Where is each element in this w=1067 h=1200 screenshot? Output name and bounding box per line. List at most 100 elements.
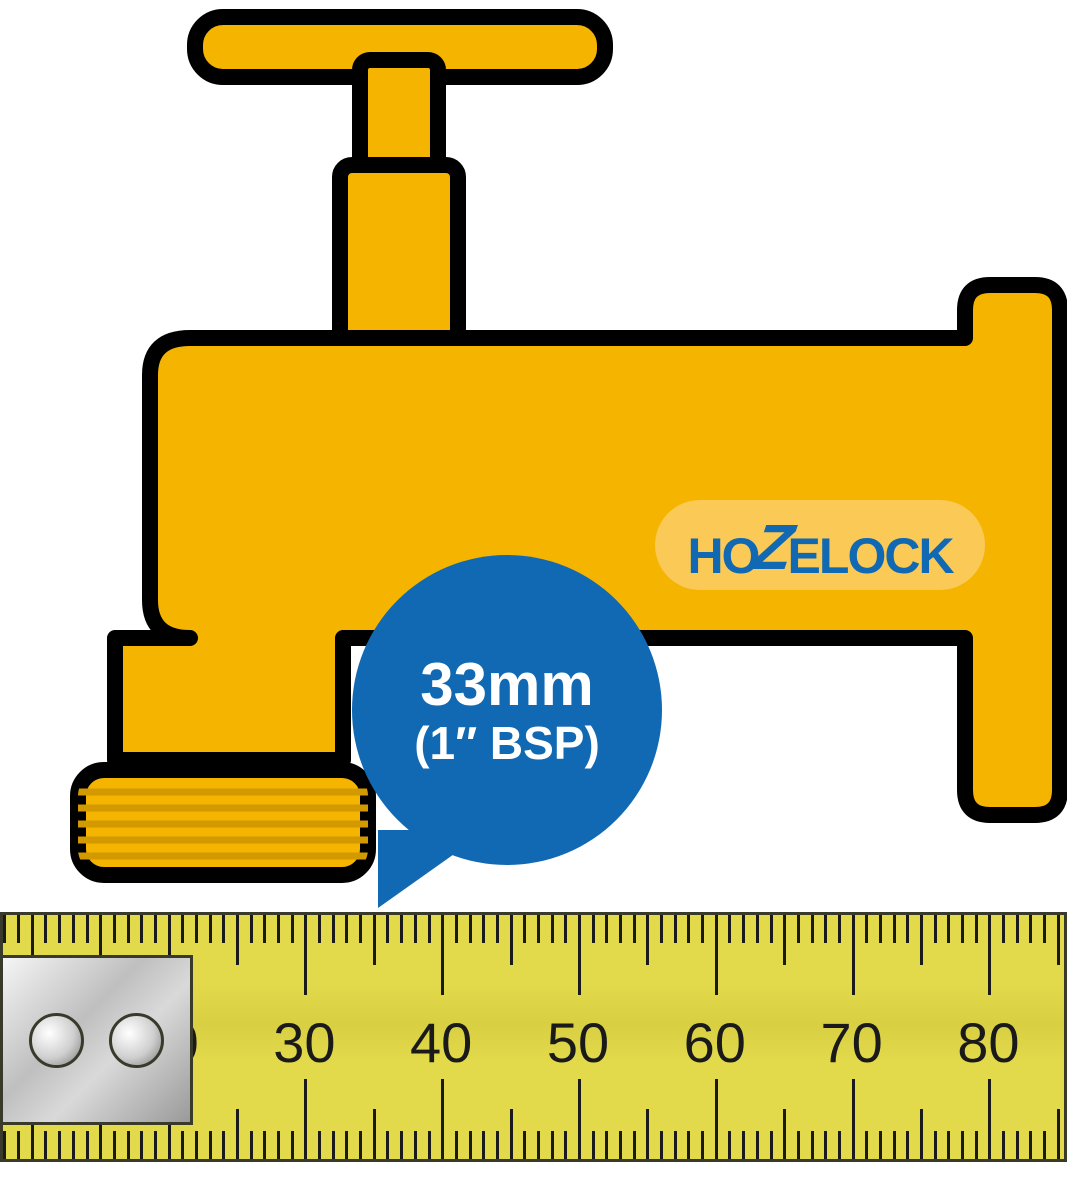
tape-measure: 20304050607080 [0, 912, 1067, 1162]
ruler-tick [893, 1131, 896, 1159]
ruler-tick [140, 915, 143, 943]
ruler-tick [633, 1131, 636, 1159]
ruler-tick [742, 1131, 745, 1159]
ruler-tick [44, 915, 47, 943]
ruler-tick [222, 915, 225, 943]
ruler-tick [975, 915, 978, 943]
ruler-tick [906, 915, 909, 943]
ruler-tick [510, 1109, 513, 1159]
ruler-tick [783, 915, 786, 965]
ruler-tick [660, 1131, 663, 1159]
ruler-tick [934, 915, 937, 943]
ruler-tick [345, 915, 348, 943]
clip-hole [29, 1013, 84, 1068]
ruler-tick [728, 1131, 731, 1159]
ruler-tick [113, 915, 116, 943]
ruler-tick [551, 1131, 554, 1159]
ruler-tick [455, 915, 458, 943]
ruler-tick [701, 1131, 704, 1159]
ruler-number: 80 [957, 1010, 1019, 1075]
ruler-tick [386, 1131, 389, 1159]
ruler-tick [510, 915, 513, 965]
brand-logo-text: HO Z ELOCK [687, 513, 952, 577]
ruler-tick [633, 915, 636, 943]
ruler-tick [291, 1131, 294, 1159]
measurement-bsp: (1″ BSP) [414, 718, 600, 769]
ruler-tick [893, 915, 896, 943]
ruler-tick [523, 915, 526, 943]
ruler-tick [3, 915, 6, 943]
ruler-tick [482, 1131, 485, 1159]
ruler-tick [988, 915, 991, 995]
ruler-tick [44, 1131, 47, 1159]
ruler-tick [263, 1131, 266, 1159]
ruler-tick [455, 1131, 458, 1159]
ruler-tick [646, 1109, 649, 1159]
ruler-tick [441, 915, 444, 995]
ruler-tick [428, 1131, 431, 1159]
ruler-tick [715, 1079, 718, 1159]
ruler-tick [1043, 915, 1046, 943]
ruler-tick [304, 915, 307, 995]
ruler-tick [756, 915, 759, 943]
ruler-tick [1057, 1109, 1060, 1159]
ruler-tick [58, 1131, 61, 1159]
ruler-tick [86, 1131, 89, 1159]
ruler-tick [728, 915, 731, 943]
ruler-tick [619, 1131, 622, 1159]
ruler-tick [195, 1131, 198, 1159]
ruler-tick [619, 915, 622, 943]
ruler-tick [236, 1109, 239, 1159]
ruler-tick [209, 915, 212, 943]
ruler-tick [1002, 1131, 1005, 1159]
ruler-tick [1029, 915, 1032, 943]
ruler-tick [236, 915, 239, 965]
ruler-tick [605, 915, 608, 943]
ruler-tick [852, 915, 855, 995]
ruler-tick [195, 915, 198, 943]
ruler-tick [428, 915, 431, 943]
ruler-tick [181, 1131, 184, 1159]
ruler-tick [1016, 1131, 1019, 1159]
ruler-tick [975, 1131, 978, 1159]
ruler-tick [1002, 915, 1005, 943]
ruler-tick [564, 915, 567, 943]
ruler-tick [947, 1131, 950, 1159]
ruler-tick [578, 1079, 581, 1159]
ruler-tick [373, 915, 376, 965]
ruler-tick [250, 1131, 253, 1159]
ruler-tick [961, 1131, 964, 1159]
ruler-tick [756, 1131, 759, 1159]
ruler-tick [537, 915, 540, 943]
ruler-number: 60 [684, 1010, 746, 1075]
ruler-tick [838, 915, 841, 943]
ruler-tick [797, 1131, 800, 1159]
ruler-tick [86, 915, 89, 943]
ruler-tick [687, 1131, 690, 1159]
ruler-tick [947, 915, 950, 943]
ruler-tick [838, 1131, 841, 1159]
ruler-tick [318, 915, 321, 943]
ruler-tick [934, 1131, 937, 1159]
ruler-tick [222, 1131, 225, 1159]
ruler-tick [400, 915, 403, 943]
ruler-tick [879, 915, 882, 943]
ruler-tick [988, 1079, 991, 1159]
ruler-tick [551, 915, 554, 943]
ruler-tick [852, 1079, 855, 1159]
ruler-tick [3, 1131, 6, 1159]
ruler-tick [578, 915, 581, 995]
ruler-tick [496, 1131, 499, 1159]
ruler-tick [742, 915, 745, 943]
measurement-mm: 33mm [420, 652, 593, 718]
ruler-tick [414, 1131, 417, 1159]
brand-part1: HO [687, 531, 758, 581]
tape-clip [3, 955, 193, 1125]
clip-hole [109, 1013, 164, 1068]
ruler-tick [181, 915, 184, 943]
ruler-tick [127, 1131, 130, 1159]
ruler-tick [332, 915, 335, 943]
ruler-tick [482, 915, 485, 943]
ruler-tick [373, 1109, 376, 1159]
ruler-tick [920, 1109, 923, 1159]
